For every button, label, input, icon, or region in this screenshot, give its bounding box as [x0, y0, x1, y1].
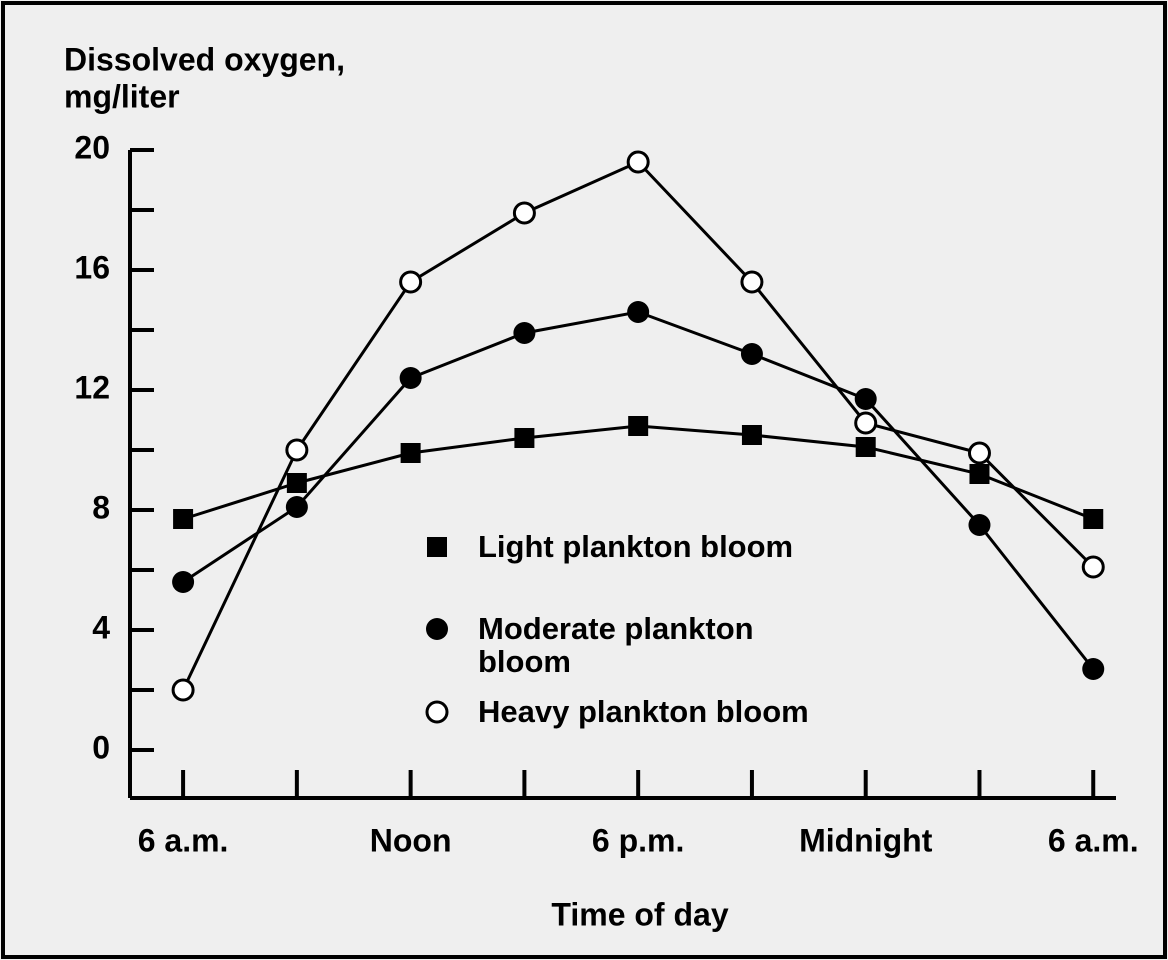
- legend-marker: [426, 618, 448, 640]
- data-point: [514, 428, 535, 448]
- data-point: [512, 201, 536, 225]
- y-tick-label: 16: [74, 249, 110, 285]
- data-point: [968, 514, 991, 536]
- data-point: [400, 443, 421, 463]
- data-point: [855, 437, 876, 457]
- y-axis-label: Dissolved oxygen,: [64, 41, 345, 77]
- data-point: [740, 270, 764, 294]
- x-axis-label: Time of day: [551, 896, 728, 932]
- x-tick-label: 6 a.m.: [138, 822, 229, 858]
- x-tick-label: 6 p.m.: [592, 822, 684, 858]
- x-tick-label: Noon: [370, 822, 452, 858]
- data-point: [1083, 509, 1104, 529]
- data-point: [399, 270, 423, 294]
- y-tick-label: 4: [92, 609, 110, 645]
- data-point: [171, 678, 195, 702]
- data-point: [967, 441, 991, 465]
- legend-marker: [425, 700, 449, 724]
- data-point: [1082, 658, 1105, 680]
- data-point: [286, 473, 307, 493]
- data-point: [285, 438, 309, 462]
- legend-label: Moderate plankton bloom: [478, 611, 754, 679]
- data-point: [513, 322, 536, 344]
- y-tick-label: 20: [74, 129, 110, 165]
- data-point: [399, 367, 422, 389]
- data-point: [172, 571, 195, 593]
- legend-label: Heavy plankton bloom: [478, 694, 809, 729]
- data-point: [628, 416, 649, 436]
- data-point: [285, 496, 308, 518]
- data-point: [627, 301, 650, 323]
- y-tick-label: 8: [92, 489, 110, 525]
- data-point: [969, 464, 990, 484]
- y-tick-label: 12: [74, 369, 110, 405]
- data-point: [854, 388, 877, 410]
- y-tick-label: 0: [92, 729, 110, 765]
- data-point: [173, 509, 194, 529]
- data-point: [626, 150, 650, 174]
- data-point: [741, 425, 762, 445]
- data-point: [1081, 555, 1105, 579]
- data-point: [854, 411, 878, 435]
- data-point: [740, 343, 763, 365]
- x-tick-label: 6 a.m.: [1048, 822, 1139, 858]
- y-axis-label: mg/liter: [64, 78, 180, 114]
- legend-marker: [427, 537, 447, 557]
- x-tick-label: Midnight: [799, 822, 933, 858]
- legend-label: Light plankton bloom: [478, 529, 794, 564]
